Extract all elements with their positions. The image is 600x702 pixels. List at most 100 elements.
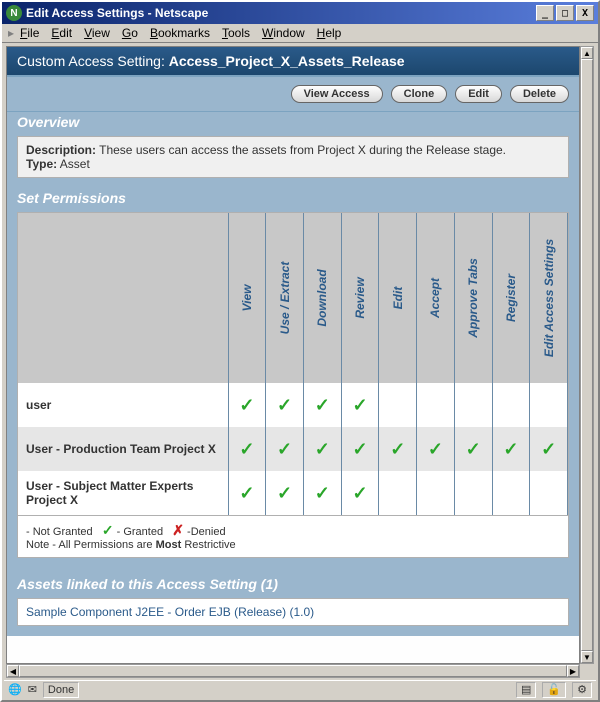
table-row: User - Subject Matter Experts Project X✓… [18,471,568,515]
perm-cell [417,383,455,427]
titlebar: N Edit Access Settings - Netscape _ □ X [2,2,598,24]
asset-link[interactable]: Sample Component J2EE - Order EJB (Relea… [26,605,314,619]
check-icon: ✓ [315,439,330,459]
col-edit-access: Edit Access Settings [530,213,568,383]
title-prefix: Custom Access Setting: [17,53,169,69]
check-icon: ✓ [352,395,367,415]
table-row: User - Production Team Project X✓✓✓✓✓✓✓✓… [18,427,568,471]
edit-button[interactable]: Edit [455,85,502,103]
check-icon: ✓ [390,439,405,459]
perm-cell: ✓ [341,427,379,471]
legend-note-bold: Most [156,539,182,551]
scroll-down-button[interactable]: ▼ [581,651,593,663]
statusbar: 🌐 ✉ Done ▤ 🔓 ⚙ [4,680,596,698]
type-value: Asset [57,157,90,171]
page-title: Custom Access Setting: Access_Project_X_… [7,47,579,77]
deny-icon: ✗ [172,522,184,538]
col-approve-tabs: Approve Tabs [454,213,492,383]
col-accept: Accept [417,213,455,383]
menu-bookmarks[interactable]: Bookmarks [150,26,210,40]
perm-corner [18,213,228,383]
check-icon: ✓ [239,395,254,415]
desc-text: These users can access the assets from P… [96,143,506,157]
check-icon: ✓ [277,439,292,459]
app-window: N Edit Access Settings - Netscape _ □ X … [0,0,600,702]
perm-cell [530,383,568,427]
check-icon: ✓ [102,522,114,538]
menu-go[interactable]: Go [122,26,138,40]
menu-file[interactable]: File [20,26,39,40]
assets-title: Assets linked to this Access Setting (1) [17,574,569,598]
perm-cell [492,471,530,515]
check-icon: ✓ [315,483,330,503]
col-register: Register [492,213,530,383]
perm-cell: ✓ [379,427,417,471]
type-label: Type: [26,157,57,171]
scroll-up-button[interactable]: ▲ [581,47,593,59]
scroll-left-button[interactable]: ◀ [7,665,19,677]
check-icon: ✓ [352,483,367,503]
window-title: Edit Access Settings - Netscape [26,6,208,20]
table-row: user ✓ ✓ ✓ ✓ [18,383,568,427]
permissions-table: View Use / Extract Download Review Edit … [18,213,568,515]
legend: - Not Granted ✓ - Granted ✗ -Denied Note… [18,515,568,557]
scrollbar-vertical[interactable]: ▲ ▼ [580,46,594,664]
legend-denied: -Denied [187,526,226,538]
row-label: User - Subject Matter Experts Project X [18,471,228,515]
close-button[interactable]: X [576,5,594,21]
clone-button[interactable]: Clone [391,85,448,103]
menu-window[interactable]: Window [262,26,305,40]
scroll-thumb-h[interactable] [19,665,567,677]
check-icon: ✓ [277,483,292,503]
action-bar: View Access Clone Edit Delete [7,77,579,112]
title-name: Access_Project_X_Assets_Release [169,53,405,69]
scroll-thumb-v[interactable] [581,59,593,651]
perm-cell: ✓ [341,383,379,427]
col-use-extract: Use / Extract [266,213,304,383]
perm-cell: ✓ [303,427,341,471]
netscape-status-icon: 🌐 [8,683,22,696]
delete-button[interactable]: Delete [510,85,569,103]
perm-cell [454,471,492,515]
view-access-button[interactable]: View Access [291,85,383,103]
perm-cell [492,383,530,427]
asset-item[interactable]: Sample Component J2EE - Order EJB (Relea… [17,598,569,626]
menu-help[interactable]: Help [317,26,342,40]
legend-not-granted: - Not Granted [26,526,93,538]
check-icon: ✓ [277,395,292,415]
legend-note-prefix: Note - All Permissions are [26,539,156,551]
perm-cell [379,383,417,427]
check-icon: ✓ [541,439,556,459]
row-label: user [18,383,228,427]
legend-granted: - Granted [117,526,163,538]
col-review: Review [341,213,379,383]
menubar: ▸ File Edit View Go Bookmarks Tools Wind… [2,24,598,43]
perm-cell: ✓ [303,383,341,427]
menu-view[interactable]: View [84,26,110,40]
check-icon: ✓ [428,439,443,459]
perm-cell [530,471,568,515]
check-icon: ✓ [466,439,481,459]
overview-title: Overview [17,112,569,136]
overview-section: Overview Description: These users can ac… [7,112,579,188]
perm-cell: ✓ [454,427,492,471]
scroll-right-button[interactable]: ▶ [567,665,579,677]
perm-cell: ✓ [228,383,266,427]
col-download: Download [303,213,341,383]
status-right-1: ▤ [516,682,536,698]
col-edit: Edit [379,213,417,383]
perm-cell [454,383,492,427]
menu-edit[interactable]: Edit [51,26,72,40]
minimize-button[interactable]: _ [536,5,554,21]
assets-section: Assets linked to this Access Setting (1)… [7,568,579,636]
perm-cell [417,471,455,515]
menu-tools[interactable]: Tools [222,26,250,40]
maximize-button[interactable]: □ [556,5,574,21]
scrollbar-horizontal[interactable]: ◀ ▶ [6,664,580,678]
check-icon: ✓ [352,439,367,459]
perm-cell: ✓ [492,427,530,471]
perm-cell: ✓ [530,427,568,471]
perm-cell: ✓ [303,471,341,515]
perm-cell: ✓ [228,471,266,515]
content-area: Custom Access Setting: Access_Project_X_… [6,46,580,664]
